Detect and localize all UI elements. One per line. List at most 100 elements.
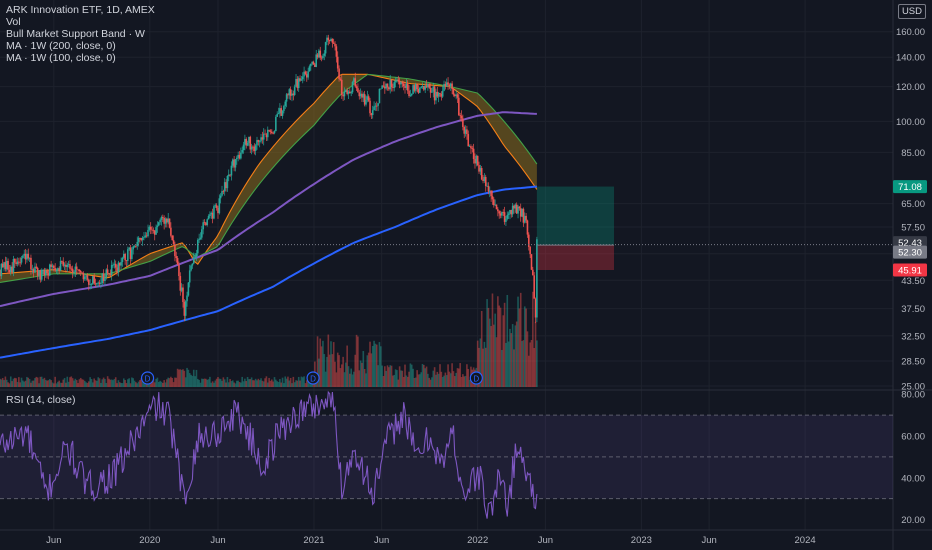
volume-bar xyxy=(7,382,9,387)
volume-bar xyxy=(172,382,175,387)
volume-bar xyxy=(11,381,13,387)
candle-body xyxy=(90,283,93,285)
volume-bar xyxy=(203,378,206,387)
legend-band[interactable]: Bull Market Support Band · W xyxy=(6,28,145,40)
time-axis-tick: 2023 xyxy=(631,535,652,546)
volume-bar xyxy=(285,378,288,387)
volume-bar xyxy=(0,378,1,387)
volume-bars xyxy=(0,291,538,387)
candle-body xyxy=(491,196,494,200)
candle-body xyxy=(190,265,192,271)
currency-button[interactable]: USD xyxy=(897,4,926,19)
volume-bar xyxy=(433,367,436,387)
candle-body xyxy=(283,105,285,111)
candle-body xyxy=(375,105,378,107)
volume-bar xyxy=(24,380,27,387)
volume-bar xyxy=(340,364,343,387)
candle-body xyxy=(179,276,182,291)
candle-body xyxy=(167,218,169,223)
volume-bar xyxy=(353,371,355,387)
volume-bar xyxy=(168,378,171,387)
candle-body xyxy=(402,83,405,87)
volume-bar xyxy=(155,378,157,387)
volume-bar xyxy=(54,376,56,387)
volume-bar xyxy=(156,377,159,387)
volume-bar xyxy=(129,383,132,387)
legend-ma100[interactable]: MA · 1W (100, close, 0) xyxy=(6,52,116,64)
volume-bar xyxy=(35,376,38,387)
candle-body xyxy=(65,264,67,267)
candle-body xyxy=(238,154,241,159)
price-axis-tick: 140.00 xyxy=(896,53,925,64)
volume-bar xyxy=(468,379,471,387)
volume-bar xyxy=(43,377,46,387)
volume-bar xyxy=(455,372,457,387)
long-position-tool[interactable] xyxy=(536,186,615,270)
volume-bar xyxy=(112,380,114,387)
candle-body xyxy=(483,176,486,182)
volume-bar xyxy=(526,331,529,387)
candle-body xyxy=(523,215,526,223)
candle-body xyxy=(199,237,202,239)
candle-body xyxy=(229,174,231,176)
candle-body xyxy=(69,264,71,269)
volume-bar xyxy=(28,379,31,387)
volume-bar xyxy=(432,370,435,387)
legend-vol[interactable]: Vol xyxy=(6,16,21,28)
candle-body xyxy=(448,84,451,87)
volume-bar xyxy=(55,383,58,387)
price-axis-tick: 37.50 xyxy=(901,304,925,315)
candle-body xyxy=(436,91,439,97)
volume-bar xyxy=(476,340,479,387)
dividend-marker-label: D xyxy=(473,375,479,384)
candle-body xyxy=(108,273,110,275)
volume-bar xyxy=(18,377,20,387)
moving-averages xyxy=(0,111,537,359)
volume-bar xyxy=(23,381,26,387)
volume-bar xyxy=(424,368,426,387)
candle-body xyxy=(327,37,330,41)
rsi-axis-tick: 40.00 xyxy=(901,473,925,484)
price-axis-tick: 32.50 xyxy=(901,331,925,342)
volume-bar xyxy=(530,339,533,387)
ma200-line xyxy=(0,185,537,359)
volume-bar xyxy=(152,378,155,387)
rsi-legend[interactable]: RSI (14, close) xyxy=(6,394,76,406)
candle-body xyxy=(287,94,289,96)
volume-bar xyxy=(190,374,192,387)
candle-body xyxy=(237,154,239,158)
volume-bar xyxy=(20,377,23,387)
candle-body xyxy=(180,287,183,291)
legend-ma200[interactable]: MA · 1W (200, close, 0) xyxy=(6,40,116,52)
candle-body xyxy=(347,91,350,94)
candle-body xyxy=(141,237,144,241)
candle-body xyxy=(363,94,366,105)
candle-body xyxy=(509,209,511,214)
candle-body xyxy=(12,259,15,273)
volume-bar xyxy=(217,376,219,387)
candle-body xyxy=(292,93,295,96)
volume-bar xyxy=(0,379,3,387)
candle-body xyxy=(196,239,199,254)
volume-bar xyxy=(296,380,299,387)
candle-body xyxy=(464,129,467,134)
candle-body xyxy=(304,71,307,75)
volume-bar xyxy=(260,378,262,387)
candle-body xyxy=(419,87,421,93)
volume-bar xyxy=(227,382,230,387)
legend-symbol[interactable]: ARK Innovation ETF, 1D, AMEX xyxy=(6,4,155,16)
volume-bar xyxy=(279,378,281,387)
volume-bar xyxy=(416,370,418,387)
volume-bar xyxy=(498,305,501,387)
candle-body xyxy=(245,139,248,146)
candle-body xyxy=(31,269,34,271)
volume-bar xyxy=(417,374,420,387)
candle-body xyxy=(275,116,277,132)
volume-bar xyxy=(420,372,422,387)
volume-bar xyxy=(26,376,28,387)
volume-bar xyxy=(273,377,276,387)
candle-body xyxy=(499,213,502,216)
candle-body xyxy=(230,165,233,176)
candle-body xyxy=(518,206,521,209)
